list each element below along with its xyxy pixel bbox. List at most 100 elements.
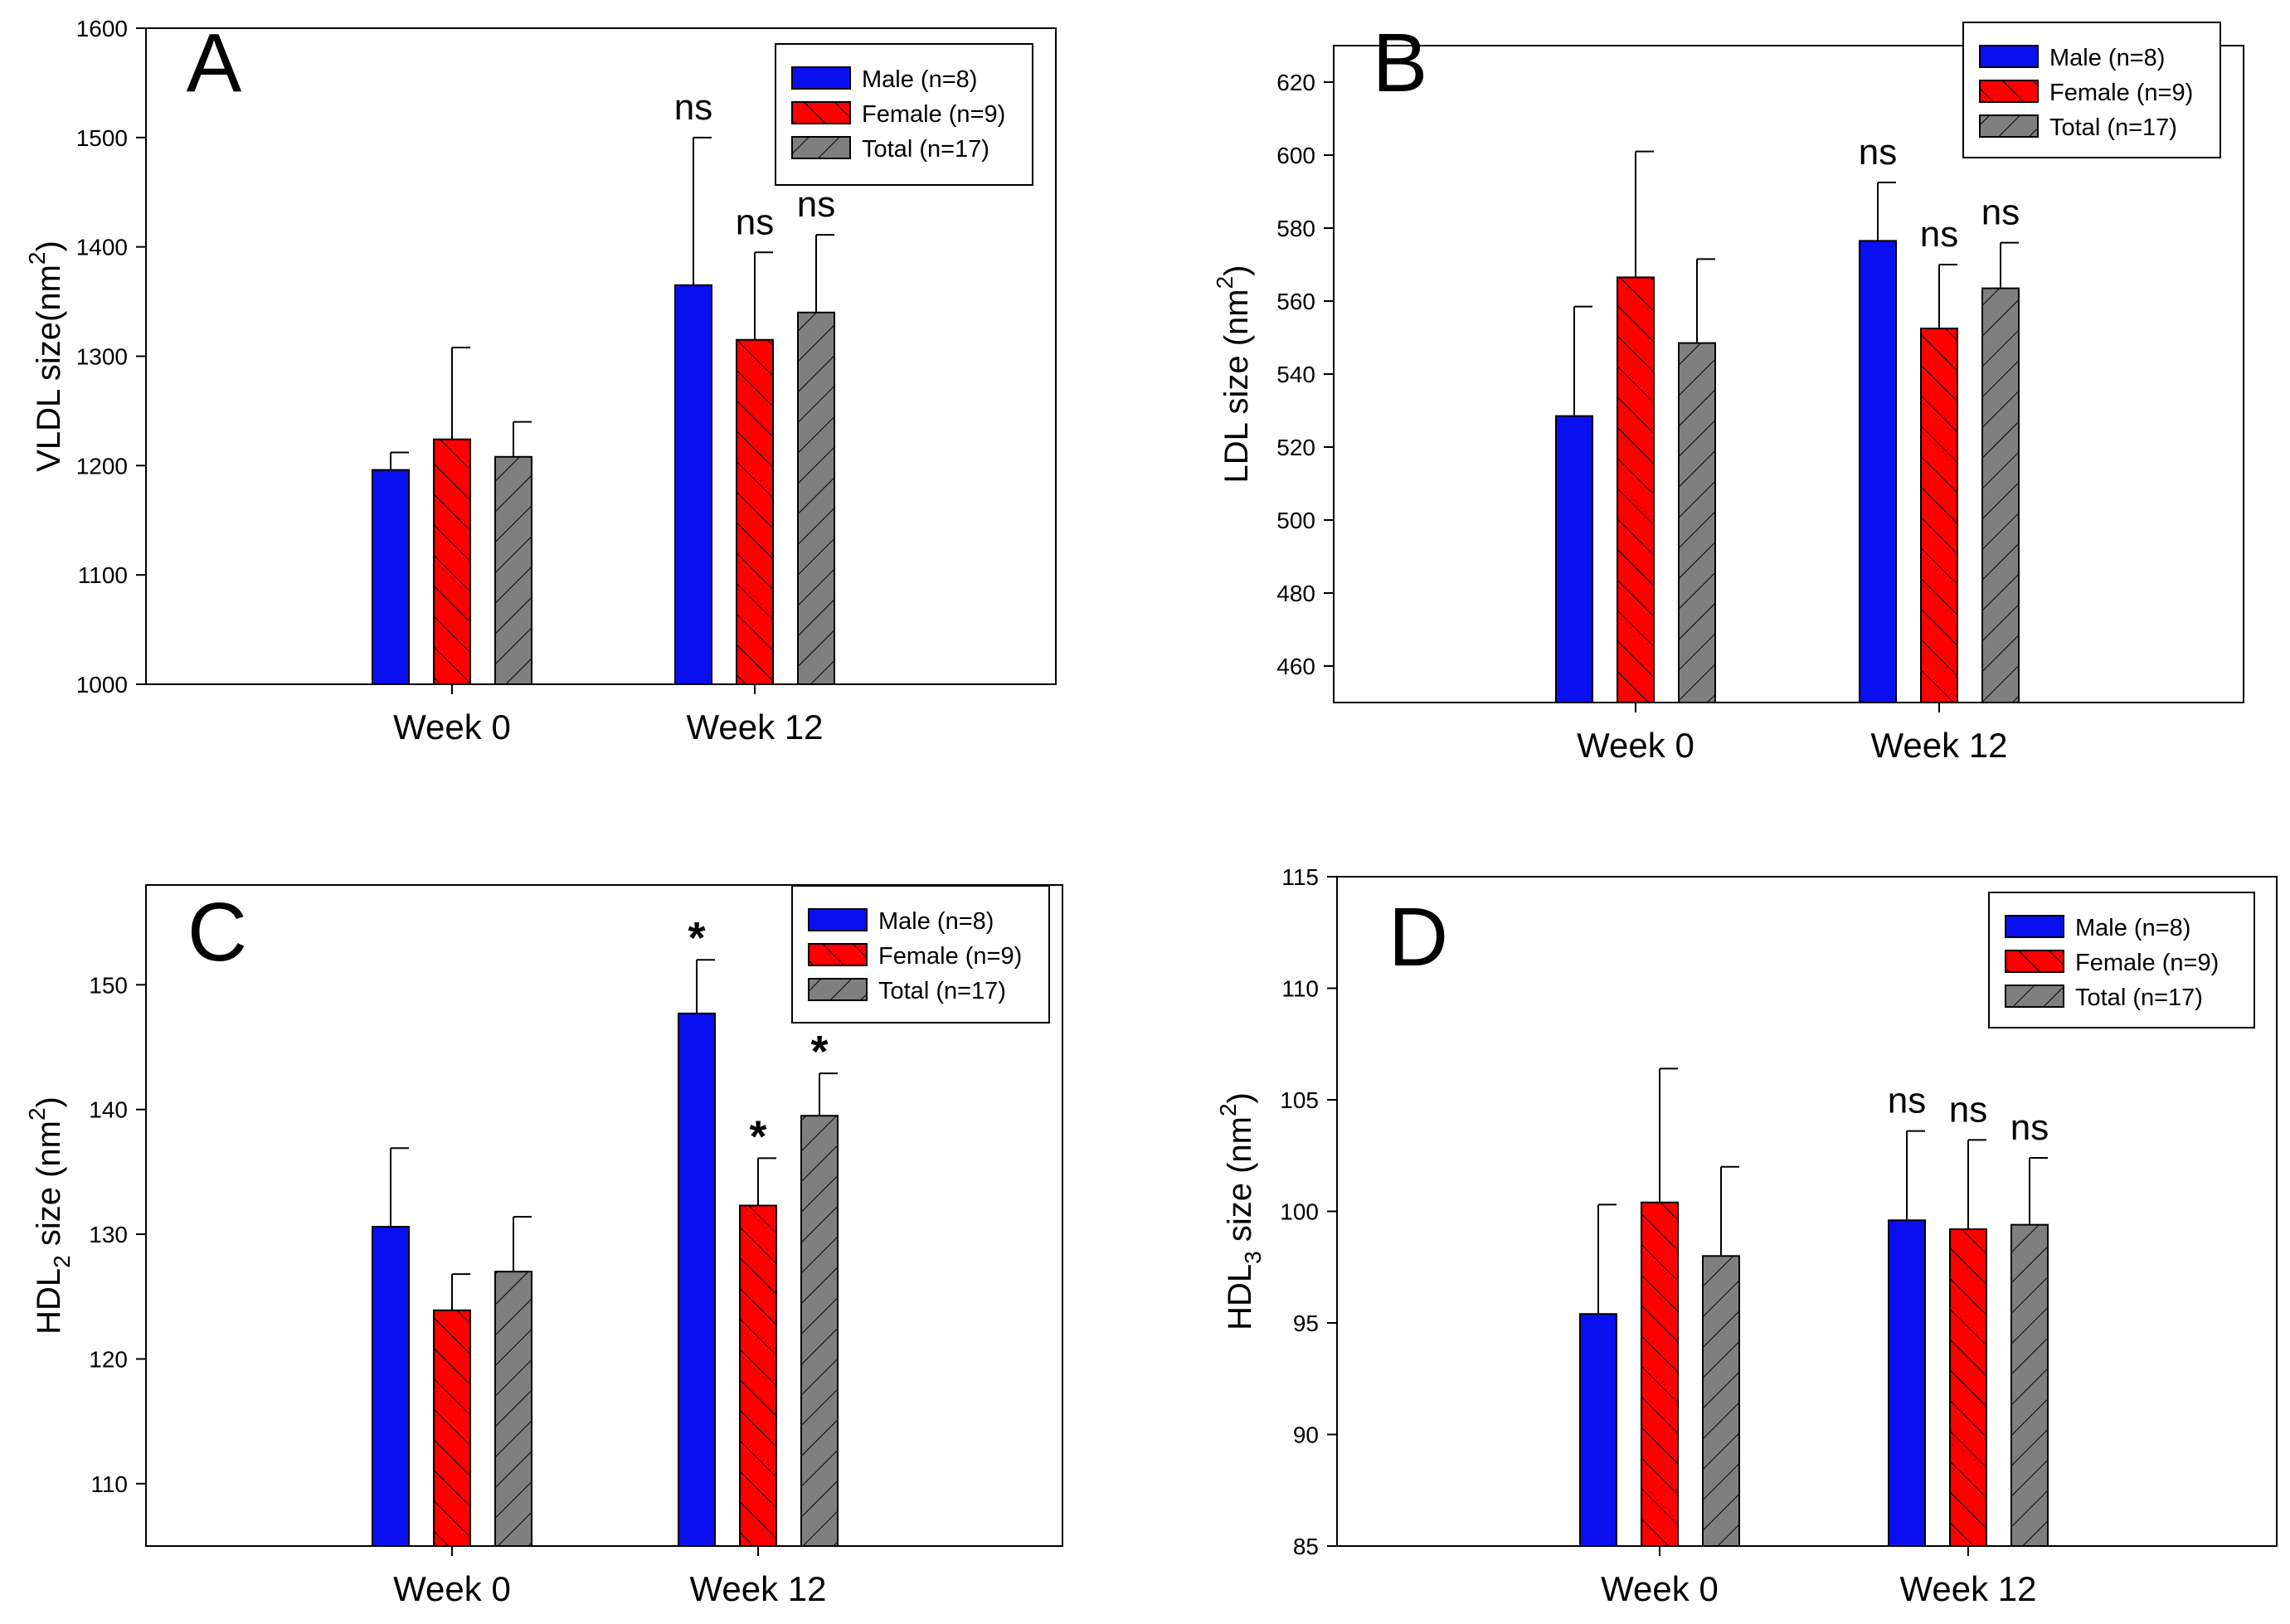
- legend: Male (n=8) Female (n=9) Total (n=17): [791, 885, 1050, 1024]
- y-tick-label: 95: [1293, 1310, 1319, 1336]
- plot-frame: [145, 884, 1063, 1547]
- bar-female-week0: [1617, 276, 1655, 703]
- legend-swatch-female: [1979, 80, 2039, 103]
- x-tick-label: Week 12: [1871, 726, 2008, 765]
- significance-label: ns: [1981, 192, 2020, 233]
- y-tick-label: 115: [1281, 864, 1319, 890]
- y-tick-label: 120: [89, 1346, 128, 1372]
- panel-b: 460 480 500 520 540 560 580 600 620 Week 0 Week 12…: [1212, 17, 2244, 765]
- panel-letter: D: [1388, 891, 1448, 984]
- y-tick-label: 1200: [76, 453, 128, 479]
- y-tick-label: 540: [1276, 362, 1315, 387]
- panel-letter: B: [1373, 17, 1428, 109]
- y-tick-label: 580: [1276, 216, 1315, 241]
- bar-male-week0: [372, 1226, 410, 1547]
- x-tick-label: Week 12: [1900, 1569, 2037, 1608]
- bar-female-week12: [1920, 328, 1958, 703]
- legend-swatch-female: [808, 943, 868, 966]
- legend-swatch-male: [791, 66, 851, 90]
- bar-male-week12: [674, 284, 712, 685]
- y-tick-label: 620: [1276, 70, 1315, 95]
- bar-female-week12: [739, 1204, 777, 1548]
- y-tick-label: 500: [1276, 508, 1315, 533]
- y-tick-label: 1300: [76, 344, 128, 370]
- y-axis-label: VLDL size(nm2): [24, 241, 67, 472]
- bar-total-week0: [494, 1271, 532, 1547]
- bar-female-week0: [433, 438, 471, 686]
- legend-swatch-total: [808, 978, 868, 1001]
- bar-total-week12: [800, 1115, 839, 1547]
- bar-male-week12: [1859, 240, 1897, 703]
- significance-label: ns: [797, 184, 835, 225]
- y-tick-label: 140: [89, 1097, 128, 1123]
- legend-label-male: Male (n=8): [862, 66, 977, 93]
- y-tick-label: 460: [1276, 654, 1315, 679]
- y-axis-label: HDL2 size (nm2): [24, 1096, 75, 1335]
- x-tick-label: Week 0: [393, 1569, 511, 1608]
- significance-label: ns: [1920, 214, 1958, 255]
- legend-label-total: Total (n=17): [2049, 114, 2177, 141]
- panel-letter: A: [187, 17, 242, 109]
- panel-letter: C: [187, 886, 247, 979]
- legend-label-female: Female (n=9): [2049, 80, 2193, 106]
- legend-label-female: Female (n=9): [2075, 950, 2219, 976]
- y-tick-label: 1100: [78, 562, 128, 588]
- legend-label-male: Male (n=8): [2075, 915, 2190, 941]
- legend-swatch-total: [1979, 114, 2039, 138]
- significance-label: *: [810, 1027, 828, 1077]
- legend-swatch-male: [2005, 915, 2064, 938]
- y-tick-label: 1000: [76, 672, 128, 698]
- bar-female-week12: [1949, 1228, 1987, 1548]
- significance-label: *: [688, 913, 705, 963]
- legend-swatch-male: [1979, 45, 2039, 68]
- y-tick-label: 560: [1276, 289, 1315, 314]
- panel-a: 1000 1100 1200 1300 1400 1500 1600 Week 0 Week 1…: [24, 16, 1057, 746]
- legend-label-male: Male (n=8): [878, 908, 994, 935]
- x-tick-label: Week 0: [1601, 1569, 1719, 1608]
- bar-male-week12: [678, 1012, 716, 1547]
- legend-swatch-male: [808, 908, 868, 931]
- legend-swatch-female: [791, 101, 851, 124]
- y-tick-label: 110: [1281, 976, 1319, 1002]
- y-tick-label: 1400: [76, 235, 128, 260]
- y-tick-label: 110: [90, 1471, 128, 1497]
- legend-label-total: Total (n=17): [2075, 985, 2203, 1011]
- y-tick-label: 130: [89, 1222, 128, 1247]
- y-tick-label: 1600: [76, 16, 128, 41]
- bar-total-week0: [1678, 342, 1716, 703]
- x-tick-label: Week 0: [1577, 726, 1694, 765]
- bar-total-week0: [1702, 1255, 1740, 1548]
- significance-label: ns: [1888, 1081, 1926, 1121]
- legend-label-total: Total (n=17): [862, 136, 989, 163]
- y-axis-label: LDL size (nm2): [1212, 265, 1255, 483]
- legend-label-female: Female (n=9): [878, 943, 1022, 970]
- panel-c: 110 120 130 140 150 Week 0 Week 12 * * * C HDL2 siz…: [24, 884, 1063, 1608]
- bar-male-week0: [1579, 1313, 1617, 1547]
- legend-swatch-total: [791, 136, 851, 159]
- y-tick-label: 100: [1280, 1199, 1319, 1225]
- legend: Male (n=8) Female (n=9) Total (n=17): [775, 43, 1033, 186]
- x-tick-label: Week 12: [690, 1569, 827, 1608]
- bar-total-week12: [797, 311, 835, 685]
- x-tick-label: Week 0: [393, 707, 511, 746]
- bar-female-week0: [433, 1309, 471, 1547]
- bar-male-week12: [1888, 1219, 1926, 1547]
- legend-label-male: Male (n=8): [2049, 45, 2165, 71]
- y-tick-label: 90: [1293, 1422, 1319, 1448]
- legend-label-total: Total (n=17): [878, 978, 1006, 1004]
- y-tick-label: 85: [1293, 1534, 1319, 1559]
- y-tick-label: 1500: [76, 125, 128, 151]
- legend-label-female: Female (n=9): [862, 101, 1005, 128]
- bar-female-week0: [1641, 1201, 1679, 1547]
- bar-total-week12: [1981, 287, 2020, 703]
- significance-label: ns: [1859, 132, 1897, 173]
- x-tick-label: Week 12: [687, 707, 824, 746]
- legend-swatch-total: [2005, 985, 2064, 1008]
- significance-label: ns: [2010, 1107, 2049, 1148]
- legend: Male (n=8) Female (n=9) Total (n=17): [1988, 892, 2255, 1028]
- y-tick-label: 600: [1276, 143, 1315, 168]
- y-axis-label: HDL3 size (nm2): [1215, 1092, 1266, 1330]
- y-tick-label: 480: [1276, 581, 1315, 606]
- bar-male-week0: [1555, 415, 1593, 703]
